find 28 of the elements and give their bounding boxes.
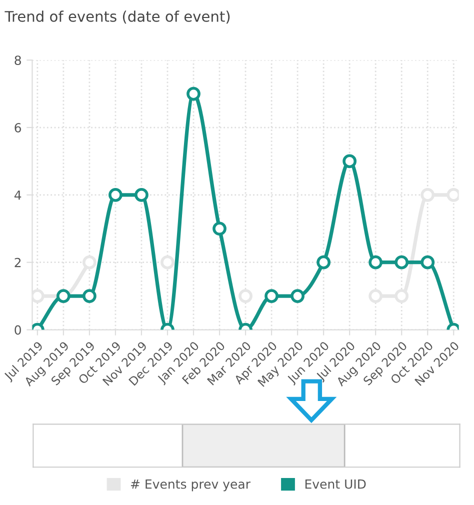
point [108, 188, 122, 202]
legend-label: Event UID [305, 480, 366, 489]
point [82, 289, 96, 303]
point [186, 86, 200, 101]
point [368, 255, 383, 270]
point [32, 289, 44, 303]
y-tick-label: 6 [14, 122, 22, 132]
point [368, 289, 383, 303]
point [212, 222, 226, 236]
point [394, 255, 409, 270]
y-tick-label: 2 [14, 258, 21, 268]
point [264, 289, 278, 303]
point [290, 289, 304, 303]
point [316, 255, 331, 270]
point [420, 188, 435, 202]
point [342, 154, 357, 168]
point [82, 255, 96, 270]
chart-title: Trend of events (date of event) [4, 10, 230, 24]
legend-label: # Events prev year [130, 480, 250, 492]
point [238, 289, 252, 303]
y-tick-label: 8 [14, 56, 21, 66]
point [160, 255, 174, 270]
point [420, 255, 435, 270]
point [446, 188, 459, 202]
y-tick-label: 4 [14, 190, 22, 200]
y-tick-label: 0 [14, 325, 21, 335]
point [394, 289, 409, 303]
point [134, 188, 148, 202]
